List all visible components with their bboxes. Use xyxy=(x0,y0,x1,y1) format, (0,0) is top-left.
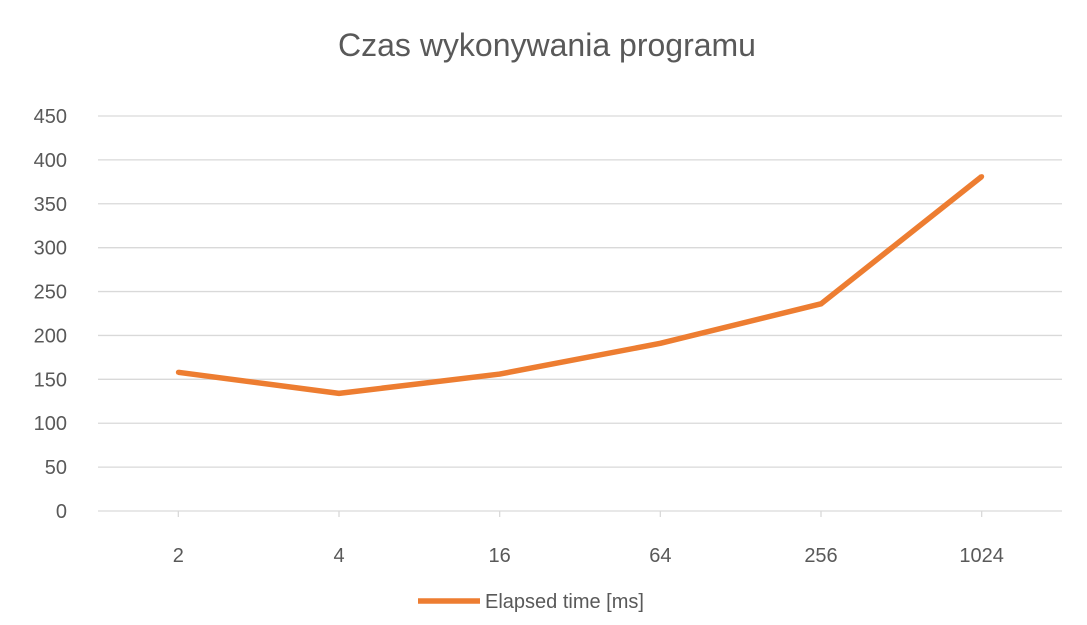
y-tick-label: 450 xyxy=(34,106,67,128)
x-tick-label: 64 xyxy=(649,545,671,567)
y-tick-label: 50 xyxy=(45,457,67,479)
x-tick-label: 4 xyxy=(333,545,344,567)
data-point xyxy=(979,174,985,180)
y-tick-label: 400 xyxy=(34,150,67,172)
data-point xyxy=(497,371,503,377)
y-tick-label: 350 xyxy=(34,194,67,216)
legend-label: Elapsed time [ms] xyxy=(485,591,644,613)
legend: Elapsed time [ms] xyxy=(418,591,644,613)
data-point xyxy=(336,390,342,396)
y-tick-label: 0 xyxy=(56,501,67,523)
chart-title: Czas wykonywania programu xyxy=(338,27,756,63)
data-point xyxy=(175,369,181,375)
x-tick-label: 256 xyxy=(804,545,837,567)
x-tick-label: 16 xyxy=(489,545,511,567)
data-point xyxy=(657,340,663,346)
gridlines xyxy=(98,115,1062,512)
y-tick-label: 100 xyxy=(34,413,67,435)
x-axis-ticks: 2 4 16 64 256 1024 xyxy=(173,511,1004,567)
x-tick-label: 1024 xyxy=(959,545,1004,567)
x-tick-label: 2 xyxy=(173,545,184,567)
y-tick-label: 200 xyxy=(34,325,67,347)
y-tick-label: 250 xyxy=(34,282,67,304)
y-tick-label: 300 xyxy=(34,238,67,260)
series-line xyxy=(177,174,984,397)
series-layer xyxy=(175,174,985,397)
data-point xyxy=(818,301,824,307)
y-tick-label: 150 xyxy=(34,369,67,391)
y-axis-ticks: 0 50 100 150 200 250 300 350 400 450 xyxy=(34,106,67,523)
